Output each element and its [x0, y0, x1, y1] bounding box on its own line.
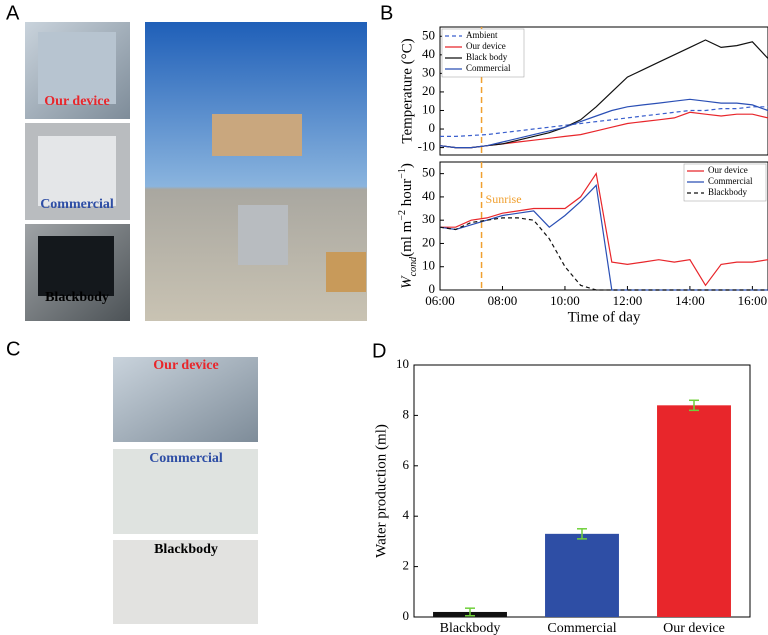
photo-label: Blackbody: [154, 542, 218, 557]
y-axis-label-part: −1: [397, 168, 408, 179]
y-tick-label: 0: [429, 120, 436, 135]
photo-label: Our device: [153, 358, 218, 373]
x-tick-label: 16:00: [738, 293, 768, 308]
y-tick-label: 10: [422, 101, 435, 116]
legend-label: Our device: [708, 165, 748, 175]
y-tick-label: 8: [403, 406, 410, 421]
y-tick-label: 50: [422, 165, 435, 180]
series-line: [439, 217, 768, 291]
plot-frame: [439, 161, 768, 291]
y-axis-label: Temperature (°C): [399, 38, 415, 143]
y-axis-label-part: −2: [397, 210, 408, 221]
series-line: [440, 172, 768, 287]
x-tick-label: Our device: [663, 621, 725, 635]
y-tick-label: 40: [422, 46, 435, 61]
photo: [238, 205, 288, 265]
y-tick-label: 0: [429, 281, 436, 296]
error-bar: [689, 399, 699, 412]
y-axis-label-part: ): [399, 163, 415, 168]
photo: [38, 136, 116, 206]
y-axis-label-part: (ml m: [399, 220, 415, 257]
y-tick-label: -10: [418, 139, 435, 154]
annotation: Sunrise: [486, 192, 522, 206]
y-tick-label: 50: [422, 27, 435, 42]
series-line: [439, 98, 768, 149]
legend-label: Blackbody: [708, 187, 747, 197]
photo: [113, 540, 258, 624]
photo-label: Blackbody: [45, 290, 109, 305]
y-tick-label: 2: [403, 558, 410, 573]
y-tick-label: 40: [422, 188, 435, 203]
panel-letter: C: [6, 338, 20, 360]
y-tick-label: 0: [403, 608, 410, 623]
photo: [113, 357, 258, 442]
bar: [657, 405, 731, 617]
x-axis-label: Time of day: [568, 309, 641, 325]
y-tick-label: 10: [422, 258, 435, 273]
x-tick-label: 06:00: [425, 293, 455, 308]
series-line: [439, 39, 768, 149]
y-tick-label: 4: [403, 507, 410, 522]
x-tick-label: Commercial: [547, 621, 616, 635]
series-line: [440, 106, 768, 137]
y-tick-label: 10: [396, 356, 409, 371]
y-tick-label: 20: [422, 234, 435, 249]
panel-letter: A: [6, 2, 20, 24]
bar: [545, 533, 619, 617]
y-tick-label: 20: [422, 83, 435, 98]
photo: [326, 252, 366, 292]
x-tick-label: Blackbody: [440, 621, 501, 635]
photo: [38, 236, 114, 296]
error-bar: [465, 607, 475, 617]
legend-label: Ambient: [466, 30, 498, 40]
y-axis-label-part: hour: [399, 179, 415, 210]
series-line: [439, 111, 768, 149]
legend-label: Commercial: [466, 63, 511, 73]
y-tick-label: 30: [422, 64, 435, 79]
x-tick-label: 12:00: [613, 293, 643, 308]
legend-label: Black body: [466, 52, 508, 62]
y-tick-label: 6: [403, 457, 410, 472]
photo-label: Commercial: [149, 451, 223, 466]
panel-letter: D: [372, 340, 386, 362]
legend-label: Commercial: [708, 176, 753, 186]
photo-label: Commercial: [40, 197, 114, 212]
photo: [113, 449, 258, 534]
error-bar: [577, 528, 587, 540]
legend-label: Our device: [466, 41, 506, 51]
plot-frame: [439, 26, 768, 156]
photo: [212, 114, 302, 156]
x-tick-label: 08:00: [488, 293, 518, 308]
y-axis-label: Water production (ml): [373, 424, 389, 558]
y-axis-label-part: cond: [408, 256, 419, 276]
photo-label: Our device: [44, 94, 109, 109]
y-axis-label-part: W: [399, 275, 415, 289]
y-tick-label: 30: [422, 211, 435, 226]
x-tick-label: 14:00: [675, 293, 705, 308]
panel-letter: B: [380, 2, 393, 24]
y-axis-label: Wcond(ml m−2 hour−1): [397, 163, 419, 289]
photo: [38, 32, 116, 104]
x-tick-label: 10:00: [550, 293, 580, 308]
